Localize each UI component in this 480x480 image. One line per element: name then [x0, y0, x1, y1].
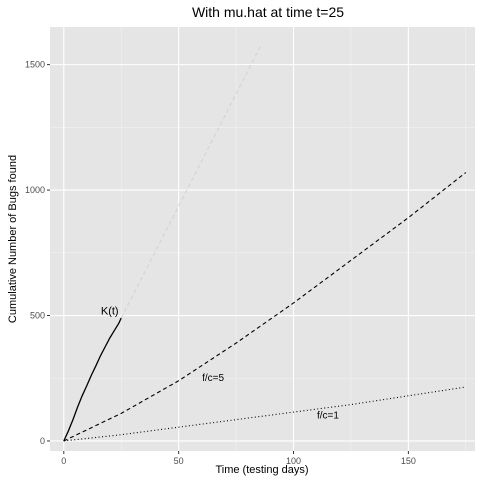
y-tick-label: 1000	[25, 185, 45, 195]
plot-panel	[50, 27, 475, 451]
y-tick-label: 0	[40, 436, 45, 446]
y-axis: 0 500 1000 1500	[25, 60, 50, 446]
annotation-label: K(t)	[101, 306, 119, 318]
y-axis-title: Cumulative Number of Bugs found	[7, 155, 19, 323]
annotation-label: f/c=1	[317, 411, 339, 422]
x-tick-label: 50	[174, 456, 184, 466]
annotation-label: f/c=5	[202, 373, 224, 384]
chart-title: With mu.hat at time t=25	[192, 4, 344, 20]
x-axis-title: Time (testing days)	[215, 464, 308, 476]
x-tick-label: 150	[401, 456, 416, 466]
y-tick-label: 500	[30, 311, 45, 321]
x-tick-label: 0	[61, 456, 66, 466]
y-tick-label: 1500	[25, 60, 45, 70]
